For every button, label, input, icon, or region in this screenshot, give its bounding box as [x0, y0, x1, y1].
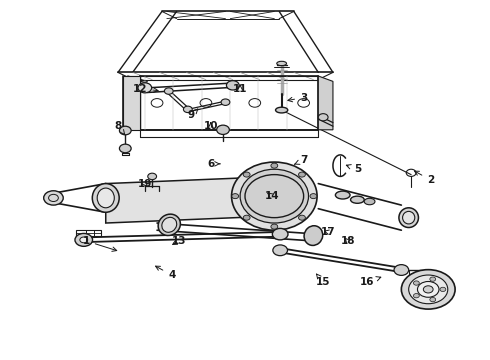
Text: 13: 13: [172, 236, 186, 246]
Circle shape: [271, 163, 278, 168]
Ellipse shape: [92, 184, 119, 212]
Text: 2: 2: [415, 171, 434, 185]
Text: 16: 16: [360, 276, 381, 287]
Ellipse shape: [240, 169, 309, 223]
Ellipse shape: [350, 196, 364, 203]
Circle shape: [430, 297, 436, 302]
Text: 10: 10: [203, 121, 218, 131]
Circle shape: [272, 228, 288, 240]
Text: 9: 9: [188, 109, 198, 121]
Circle shape: [414, 281, 419, 285]
Circle shape: [217, 125, 229, 134]
Circle shape: [318, 114, 328, 121]
Ellipse shape: [304, 226, 323, 246]
Circle shape: [273, 245, 288, 256]
Circle shape: [409, 275, 448, 304]
Ellipse shape: [399, 208, 418, 228]
Circle shape: [430, 277, 436, 281]
Ellipse shape: [97, 188, 114, 208]
Circle shape: [183, 106, 192, 113]
Text: 18: 18: [341, 236, 355, 246]
Circle shape: [226, 81, 239, 90]
Text: 5: 5: [346, 164, 361, 174]
Circle shape: [414, 293, 419, 298]
Circle shape: [423, 286, 433, 293]
Circle shape: [148, 173, 157, 180]
Circle shape: [298, 172, 305, 177]
Text: 19: 19: [138, 179, 152, 189]
Circle shape: [164, 88, 173, 94]
Ellipse shape: [277, 61, 287, 66]
Circle shape: [310, 194, 317, 199]
Circle shape: [243, 215, 250, 220]
Text: 15: 15: [316, 274, 330, 287]
Polygon shape: [318, 76, 333, 130]
Text: 4: 4: [155, 266, 175, 280]
Text: 11: 11: [233, 84, 247, 94]
Circle shape: [75, 233, 93, 246]
Circle shape: [440, 287, 446, 292]
Ellipse shape: [364, 198, 375, 205]
Ellipse shape: [232, 162, 317, 230]
Circle shape: [298, 215, 305, 220]
Text: 12: 12: [133, 84, 158, 94]
Polygon shape: [123, 76, 140, 130]
Circle shape: [44, 191, 63, 205]
Text: 7: 7: [294, 155, 307, 165]
Circle shape: [221, 99, 230, 105]
Ellipse shape: [335, 191, 350, 199]
Text: 3: 3: [288, 93, 307, 103]
Circle shape: [401, 270, 455, 309]
Text: 14: 14: [265, 191, 279, 201]
Circle shape: [80, 237, 88, 243]
Circle shape: [394, 265, 409, 275]
Text: 6: 6: [207, 159, 220, 169]
Circle shape: [120, 126, 131, 135]
Ellipse shape: [275, 107, 288, 113]
Ellipse shape: [403, 211, 415, 224]
Circle shape: [232, 194, 239, 199]
Circle shape: [243, 172, 250, 177]
Polygon shape: [106, 176, 279, 223]
Circle shape: [120, 144, 131, 153]
Ellipse shape: [162, 217, 177, 232]
Text: 1: 1: [83, 236, 117, 251]
Circle shape: [271, 224, 278, 229]
Circle shape: [417, 282, 439, 297]
Circle shape: [138, 83, 152, 93]
Text: 17: 17: [321, 227, 335, 237]
Text: 8: 8: [114, 121, 124, 134]
Ellipse shape: [158, 214, 180, 235]
